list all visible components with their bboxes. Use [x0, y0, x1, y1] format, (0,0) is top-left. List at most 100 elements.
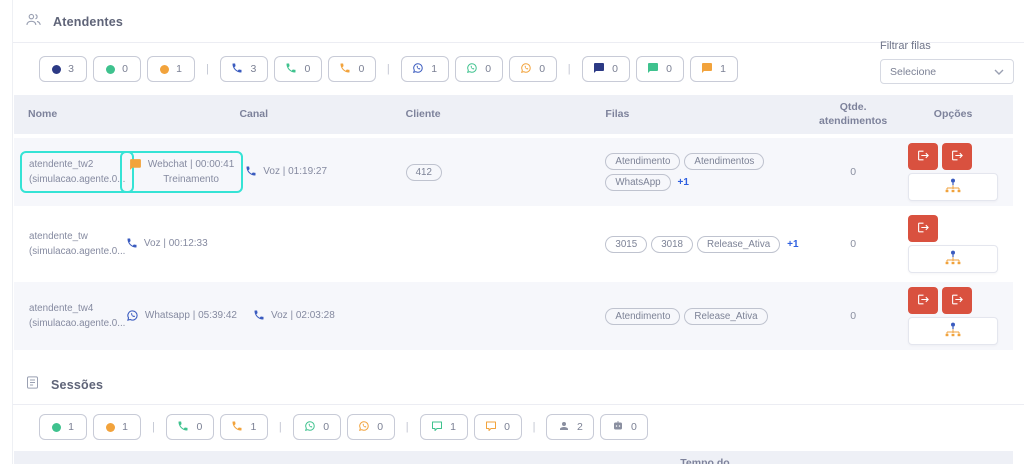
logout-channel-button[interactable] — [942, 143, 973, 171]
logout-channel-button[interactable] — [908, 287, 939, 315]
chat-square-icon — [485, 420, 497, 435]
client-badge: 412 — [405, 163, 442, 181]
counter-voice-available[interactable]: 0 — [273, 56, 322, 82]
person-icon — [558, 420, 570, 435]
counter-value: 0 — [196, 421, 203, 434]
atendentes-table-header-row: Nome Canal Cliente Filas Qtde. atendimen… — [14, 95, 1013, 135]
counter-sessions-active[interactable]: 1 — [39, 414, 87, 441]
queue-pill: 3015 — [605, 235, 648, 253]
counter-value: 1 — [122, 421, 128, 434]
org-chart-icon — [944, 322, 962, 341]
agent-login: (simulacao.agente.0... — [29, 318, 126, 330]
counter-value: 3 — [68, 63, 74, 75]
counter-chat-available[interactable]: 0 — [635, 56, 684, 82]
counter-value: 3 — [250, 63, 257, 75]
atendente-row: atendente_tw4 (simulacao.agente.0... Wha… — [14, 282, 1013, 351]
atendente-row: atendente_tw (simulacao.agente.0... Voz … — [14, 210, 1013, 279]
counter-value: 1 — [431, 63, 438, 75]
transfer-queues-button[interactable] — [908, 173, 999, 202]
voice-channel: Voz | 02:03:28 — [253, 308, 335, 324]
counter-whatsapp-busy[interactable]: 1 — [400, 56, 449, 82]
status-dot-icon — [160, 64, 170, 74]
counter-sessions-waiting[interactable]: 1 — [93, 414, 141, 441]
badge-group-separator: | — [152, 421, 155, 434]
counter-agents[interactable]: 2 — [546, 414, 595, 441]
queue-pill: Release_Ativa — [684, 307, 768, 325]
counter-agents-available[interactable]: 0 — [93, 56, 141, 82]
counter-value: 0 — [304, 63, 311, 75]
whatsapp-icon — [466, 62, 478, 77]
whatsapp-icon — [358, 420, 370, 435]
logout-icon — [951, 149, 964, 165]
counter-webchat-active[interactable]: 1 — [419, 414, 468, 441]
phone-icon — [285, 62, 297, 77]
queue-pill: 3018 — [651, 235, 693, 253]
counter-whatsapp-active[interactable]: 0 — [292, 414, 341, 441]
counter-value: 0 — [631, 421, 637, 434]
org-chart-icon — [944, 250, 962, 269]
counter-value: 0 — [358, 63, 365, 75]
transfer-queues-button[interactable] — [908, 317, 999, 346]
whatsapp-icon — [412, 62, 424, 77]
atendente-row: atendente_tw2 (simulacao.agente.0... Web… — [14, 138, 1013, 207]
chat-square-icon — [431, 420, 443, 435]
counter-value: 0 — [377, 421, 384, 434]
logout-channel-button[interactable] — [908, 143, 939, 171]
channel-label: Voz | 00:12:33 — [143, 238, 208, 250]
counter-voice-waiting[interactable]: 1 — [219, 414, 268, 441]
counter-value: 1 — [720, 63, 726, 75]
agent-name-cell: atendente_tw4 (simulacao.agente.0... — [20, 295, 134, 337]
more-queues-badge[interactable]: +1 — [787, 238, 799, 250]
logout-channel-button[interactable] — [942, 287, 973, 315]
logout-icon — [917, 221, 930, 237]
highlight-box-agent-name: atendente_tw2 (simulacao.agente.0... — [20, 151, 135, 194]
bot-icon — [612, 420, 624, 435]
counter-webchat-waiting[interactable]: 0 — [473, 414, 522, 441]
counter-voice-busy[interactable]: 3 — [219, 56, 268, 82]
agent-name: atendente_tw2 — [29, 159, 94, 171]
counter-chat-busy[interactable]: 0 — [581, 56, 630, 82]
col-tempo: Tempo do atendimento — [668, 451, 784, 464]
channel-label: Voz | 02:03:28 — [271, 310, 335, 322]
col-data: Data — [413, 451, 544, 464]
queue-filter: Filtrar filas Selecione — [880, 40, 1014, 84]
sessoes-section: Sessões 1 1 | 0 1 | 0 — [13, 364, 1024, 464]
status-dot-icon — [52, 422, 62, 432]
counter-agents-busy[interactable]: 3 — [39, 56, 87, 82]
counter-whatsapp-paused[interactable]: 0 — [508, 56, 557, 82]
counter-voice-active[interactable]: 0 — [165, 414, 214, 441]
sessoes-table-header-row: Fila Protocolo Cliente Código Data Statu… — [14, 451, 1013, 464]
counter-value: 0 — [485, 63, 492, 75]
badge-group-separator: | — [532, 421, 536, 434]
logout-channel-button[interactable] — [908, 215, 939, 243]
col-status: Status — [543, 451, 669, 464]
chat-bubble-icon — [129, 157, 142, 174]
whatsapp-icon — [520, 62, 532, 77]
counter-value: 0 — [323, 421, 330, 434]
counter-whatsapp-waiting[interactable]: 0 — [346, 414, 395, 441]
atendentes-section: Atendentes 3 0 1 | 3 — [13, 0, 1024, 354]
counter-value: 0 — [612, 63, 618, 75]
counter-whatsapp-available[interactable]: 0 — [454, 56, 503, 82]
chevron-down-icon — [994, 66, 1004, 78]
badge-group-separator: | — [567, 63, 571, 75]
more-queues-badge[interactable]: +1 — [677, 177, 689, 189]
counter-value: 0 — [504, 421, 510, 434]
chat-bubble-icon — [647, 62, 659, 77]
counter-bots[interactable]: 0 — [600, 414, 649, 441]
channel-label: Webchat | 00:00:41 — [147, 159, 235, 171]
transfer-queues-button[interactable] — [908, 245, 999, 274]
status-dot-icon — [106, 422, 116, 432]
phone-icon — [253, 308, 265, 324]
counter-agents-paused[interactable]: 1 — [147, 56, 195, 82]
queue-filter-select[interactable]: Selecione — [880, 59, 1014, 84]
phone-icon — [245, 164, 257, 180]
counter-value: 0 — [666, 63, 672, 75]
channel-label: Whatsapp | 05:39:42 — [144, 309, 237, 321]
counter-voice-paused[interactable]: 0 — [327, 56, 376, 82]
counter-chat-paused[interactable]: 1 — [689, 56, 738, 82]
agent-login: (simulacao.agente.0... — [29, 246, 126, 258]
col-nome: Nome — [14, 95, 114, 135]
sessoes-counters-toolbar: 1 1 | 0 1 | 0 0 | — [13, 405, 1024, 447]
channel-queue: Treinamento — [163, 174, 219, 186]
